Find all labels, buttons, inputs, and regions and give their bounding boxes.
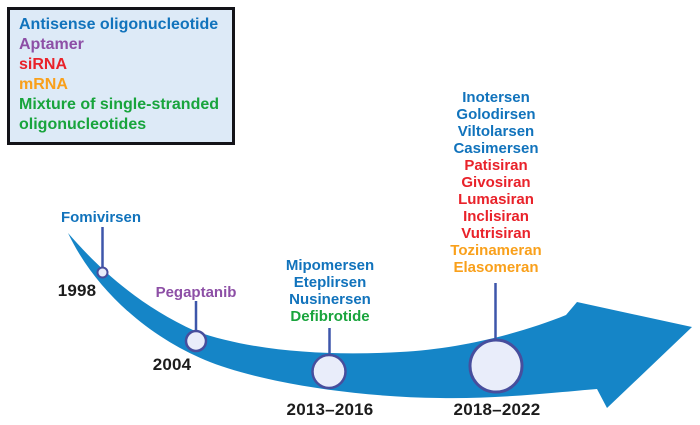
- drug-name: Inotersen: [462, 89, 530, 106]
- drug-name: Patisiran: [464, 157, 528, 174]
- drug-stack-1998: Fomivirsen: [61, 209, 141, 226]
- drug-name: Inclisiran: [463, 208, 529, 225]
- drug-name: Givosiran: [461, 174, 531, 191]
- drug-name: Elasomeran: [453, 259, 539, 276]
- drug-stack-2018-2022: Inotersen Golodirsen Viltolarsen Casimersen…: [450, 89, 541, 276]
- milestone-marker-2004: [184, 329, 208, 353]
- drug-name: Fomivirsen: [60, 209, 142, 226]
- drug-name: Defibrotide: [290, 308, 370, 325]
- drug-name: Nusinersen: [289, 291, 371, 308]
- milestone-marker-2013-2016: [311, 353, 347, 390]
- timeline-arrow: [68, 233, 692, 408]
- milestone-marker-1998: [96, 266, 109, 279]
- year-label-2013-2016: 2013–2016: [286, 400, 374, 419]
- legend-item: Aptamer: [19, 36, 84, 53]
- year-label-2004: 2004: [152, 355, 192, 374]
- legend-box: Antisense oligonucleotide Aptamer siRNA mRN…: [7, 7, 235, 145]
- drug-name: Viltolarsen: [457, 123, 535, 140]
- drug-name: Eteplirsen: [293, 274, 367, 291]
- drug-name: Pegaptanib: [155, 284, 237, 301]
- milestone-marker-2018-2022: [468, 338, 524, 394]
- drug-name: Lumasiran: [458, 191, 534, 208]
- drug-name: Tozinameran: [450, 242, 542, 259]
- drug-stack-2013-2016: Mipomersen Eteplirsen Nusinersen Defibrotid…: [286, 257, 374, 325]
- drug-name: Casimersen: [453, 140, 539, 157]
- drug-name: Mipomersen: [285, 257, 375, 274]
- drug-name: Golodirsen: [456, 106, 536, 123]
- legend-item: Antisense oligonucleotide: [19, 16, 219, 33]
- drug-name: Vutrisiran: [461, 225, 531, 242]
- legend-item: mRNA: [19, 76, 68, 93]
- year-label-2018-2022: 2018–2022: [453, 400, 541, 419]
- legend-item: Mixture of single-stranded oligonucleoti…: [19, 96, 220, 133]
- year-label-1998: 1998: [57, 281, 97, 300]
- drug-stack-2004: Pegaptanib: [156, 284, 237, 301]
- legend-item: siRNA: [19, 56, 68, 73]
